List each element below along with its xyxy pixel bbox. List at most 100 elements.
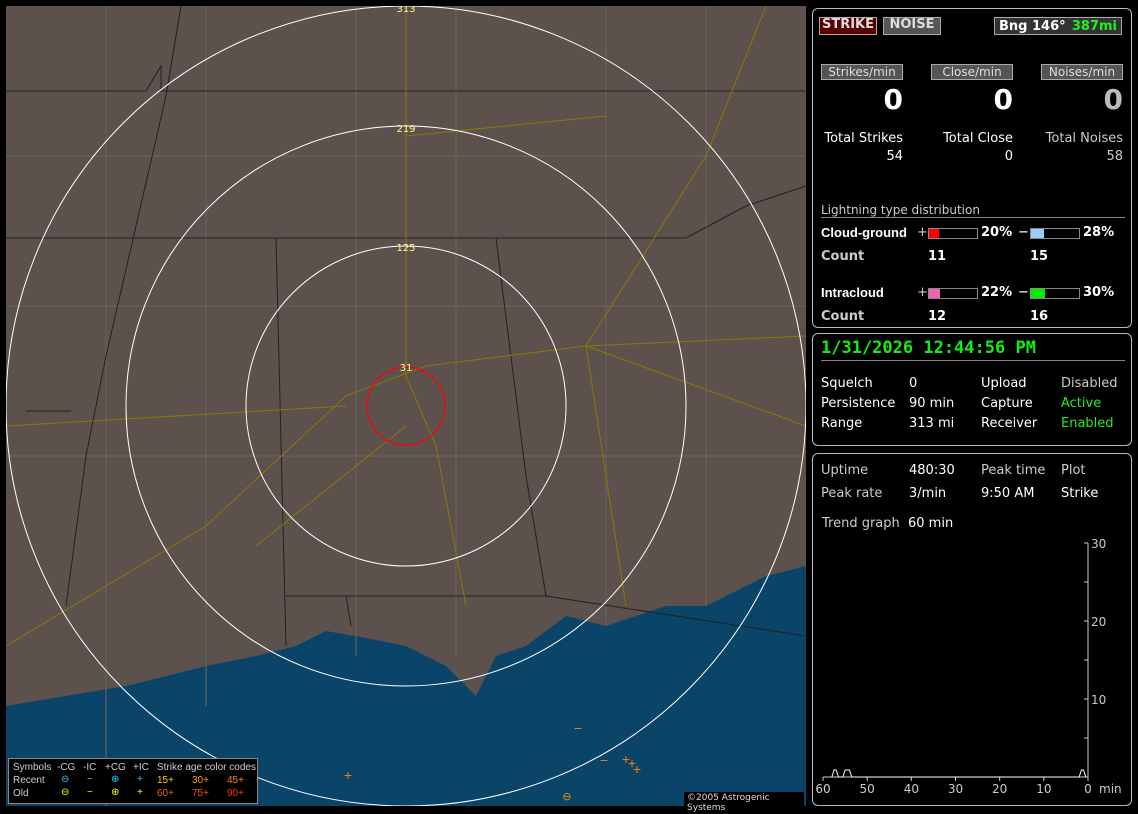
strike-marker: − <box>573 722 582 735</box>
y-tick-label: 20 <box>1091 615 1106 629</box>
x-tick-label: 0 <box>1084 782 1092 796</box>
info-key: Upload <box>981 376 1027 391</box>
plot-label: Plot <box>1061 463 1086 478</box>
x-tick-label: 40 <box>904 782 919 796</box>
trend-panel: Uptime 480:30 Peak time Plot Peak rate 3… <box>812 453 1132 806</box>
x-tick-label: 60 <box>815 782 830 796</box>
neg-ic-old-icon: − <box>87 787 93 798</box>
pos-percent-bar <box>928 228 978 239</box>
strikes-per-min-value: 0 <box>883 83 903 116</box>
date-time: 1/31/2026 12:44:56 PM <box>821 338 1125 361</box>
info-key: Receiver <box>981 416 1038 431</box>
neg-percent-bar <box>1030 228 1080 239</box>
pos-percent-bar <box>928 288 978 299</box>
distribution-title: Lightning type distribution <box>821 203 1125 218</box>
total-close-label: Total Close <box>943 131 1013 146</box>
trend-graph: 60 50 40 30 20 10 0 min 30 20 10 <box>815 537 1122 796</box>
strike-marker: − <box>599 754 608 767</box>
strike-marker: + <box>627 757 636 770</box>
neg-cg-old-icon: ⊖ <box>61 787 70 798</box>
count-label: Count <box>821 249 865 264</box>
noises-per-min-value: 0 <box>1103 83 1123 116</box>
x-tick-label: 50 <box>860 782 875 796</box>
strike-toggle-button[interactable]: STRIKE <box>819 17 877 35</box>
total-strikes-value: 54 <box>886 149 903 164</box>
strike-marker: + <box>343 769 352 782</box>
total-noises-label: Total Noises <box>1045 131 1123 146</box>
map-canvas: 313 219 125 31 + − − + + + ⊖ <box>6 6 806 806</box>
y-tick-label: 10 <box>1091 693 1106 707</box>
total-close-value: 0 <box>1004 149 1013 164</box>
distance-value: 387mi <box>1071 19 1117 34</box>
legend-row-label: Old <box>13 788 29 799</box>
peak-rate-value: 3/min <box>909 486 947 501</box>
info-status: Disabled <box>1061 376 1118 391</box>
neg-sign: − <box>1018 225 1029 240</box>
bearing-readout: Bng 146° 387mi <box>994 17 1122 35</box>
total-strikes-label: Total Strikes <box>824 131 903 146</box>
range-label: 125 <box>396 243 415 254</box>
strike-marker: + <box>621 753 630 766</box>
strike-rate-line <box>831 769 1087 778</box>
info-key: Persistence <box>821 396 896 411</box>
peak-rate-label: Peak rate <box>821 486 883 501</box>
trend-graph-label: Trend graph <box>822 516 900 531</box>
pos-percent: 22% <box>981 285 1013 300</box>
pos-percent: 20% <box>981 225 1013 240</box>
pos-count: 12 <box>928 309 947 324</box>
age-code: 60+ <box>157 788 174 799</box>
age-code: 90+ <box>227 788 244 799</box>
noises-per-min-button[interactable]: Noises/min <box>1041 64 1123 80</box>
x-axis-label: min <box>1099 782 1122 796</box>
legend-row-label: Recent <box>13 775 45 786</box>
neg-percent-bar <box>1030 288 1080 299</box>
count-label: Count <box>821 309 865 324</box>
neg-percent: 30% <box>1083 285 1115 300</box>
age-code: 45+ <box>227 775 244 786</box>
plot-value[interactable]: Strike <box>1061 486 1099 501</box>
info-value: 0 <box>909 376 918 391</box>
legend-header: -IC <box>83 762 97 773</box>
pos-cg-old-icon: ⊕ <box>111 787 120 798</box>
close-per-min-button[interactable]: Close/min <box>931 64 1013 80</box>
copyright-credit: ©2005 Astrogenic Systems <box>684 792 804 814</box>
range-label: 219 <box>396 124 415 135</box>
age-code: 15+ <box>157 775 174 786</box>
info-key: Capture <box>981 396 1033 411</box>
strikes-per-min-button[interactable]: Strikes/min <box>821 64 903 80</box>
status-panel: STRIKE NOISE Bng 146° 387mi Strikes/min … <box>812 8 1132 328</box>
info-key: Range <box>821 416 863 431</box>
neg-cg-recent-icon: ⊖ <box>61 774 70 785</box>
legend-header: Strike age color codes <box>157 762 256 773</box>
total-noises-value: 58 <box>1106 149 1123 164</box>
info-panel: 1/31/2026 12:44:56 PM Squelch 0 Upload D… <box>812 333 1132 446</box>
neg-count: 16 <box>1030 309 1049 324</box>
info-status: Active <box>1061 396 1102 411</box>
x-tick-label: 20 <box>992 782 1007 796</box>
pos-cg-recent-icon: ⊕ <box>111 774 120 785</box>
state-borders <box>6 6 806 647</box>
strike-marker: ⊖ <box>562 790 571 803</box>
info-value: 90 min <box>909 396 955 411</box>
range-rings <box>6 6 806 806</box>
x-tick-label: 10 <box>1036 782 1051 796</box>
pos-ic-old-icon: + <box>137 787 143 798</box>
close-per-min-value: 0 <box>993 83 1013 116</box>
pos-ic-recent-icon: + <box>137 774 143 785</box>
range-label: 313 <box>396 6 415 15</box>
peak-time-value: 9:50 AM <box>981 486 1035 501</box>
neg-count: 15 <box>1030 249 1049 264</box>
close-range-ring <box>366 366 446 446</box>
legend-header: +IC <box>133 762 149 773</box>
neg-percent: 28% <box>1083 225 1115 240</box>
info-status: Enabled <box>1061 416 1114 431</box>
age-code: 30+ <box>192 775 209 786</box>
uptime-label: Uptime <box>821 463 869 478</box>
noise-toggle-button[interactable]: NOISE <box>883 17 941 35</box>
strike-marker: + <box>632 763 641 776</box>
lightning-map[interactable]: 313 219 125 31 + − − + + + ⊖ <box>6 6 806 806</box>
info-key: Squelch <box>821 376 873 391</box>
highways <box>6 6 806 647</box>
trend-graph-value: 60 min <box>908 516 954 531</box>
bearing-value: Bng 146° <box>999 19 1066 34</box>
